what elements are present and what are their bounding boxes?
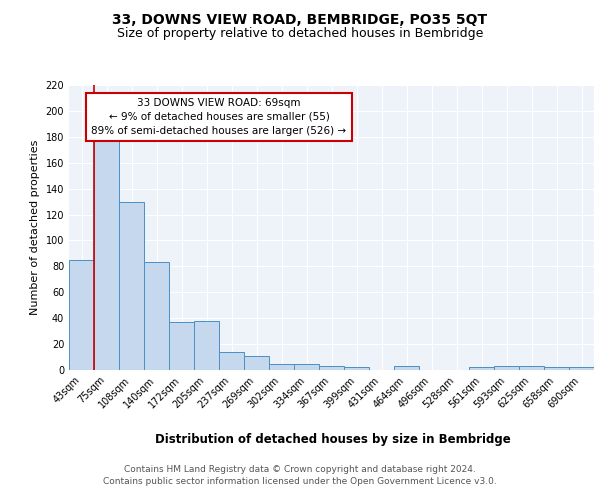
Bar <box>69 260 94 370</box>
Bar <box>344 368 369 370</box>
Text: Contains HM Land Registry data © Crown copyright and database right 2024.: Contains HM Land Registry data © Crown c… <box>124 465 476 474</box>
Text: Contains public sector information licensed under the Open Government Licence v3: Contains public sector information licen… <box>103 478 497 486</box>
Bar <box>144 262 169 370</box>
Bar <box>469 368 494 370</box>
Y-axis label: Number of detached properties: Number of detached properties <box>30 140 40 315</box>
Bar <box>294 364 319 370</box>
Bar <box>244 356 269 370</box>
Bar <box>219 352 244 370</box>
Bar <box>544 368 569 370</box>
Bar <box>169 322 194 370</box>
Text: 33 DOWNS VIEW ROAD: 69sqm
← 9% of detached houses are smaller (55)
89% of semi-d: 33 DOWNS VIEW ROAD: 69sqm ← 9% of detach… <box>91 98 347 136</box>
Bar <box>119 202 144 370</box>
Bar <box>494 366 519 370</box>
Bar <box>94 137 119 370</box>
Text: Size of property relative to detached houses in Bembridge: Size of property relative to detached ho… <box>117 28 483 40</box>
Text: 33, DOWNS VIEW ROAD, BEMBRIDGE, PO35 5QT: 33, DOWNS VIEW ROAD, BEMBRIDGE, PO35 5QT <box>112 12 488 26</box>
Text: Distribution of detached houses by size in Bembridge: Distribution of detached houses by size … <box>155 432 511 446</box>
Bar <box>519 366 544 370</box>
Bar <box>569 368 594 370</box>
Bar <box>394 366 419 370</box>
Bar <box>319 366 344 370</box>
Bar <box>194 321 219 370</box>
Bar <box>269 364 294 370</box>
